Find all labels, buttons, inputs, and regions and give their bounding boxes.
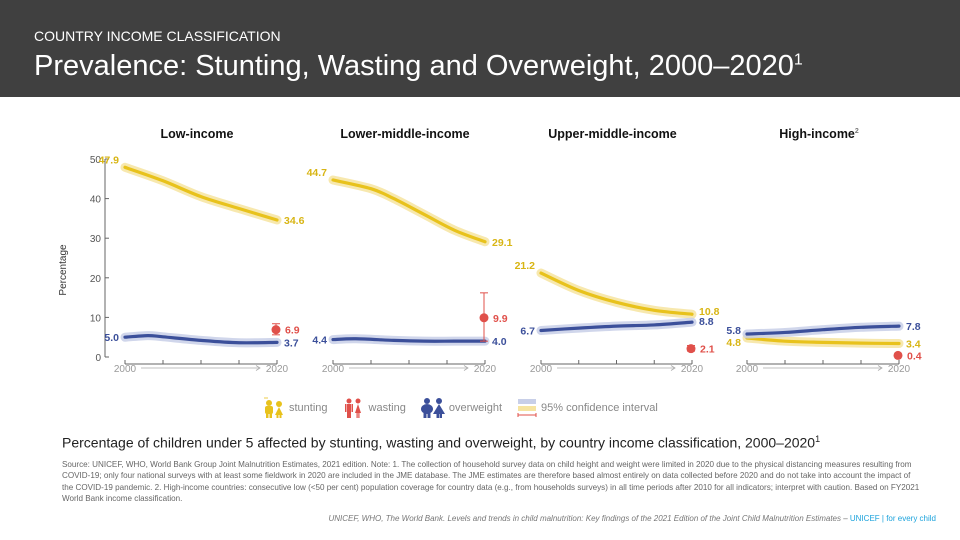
wasting-point (479, 313, 489, 323)
overweight-end-value-label: 8.8 (699, 316, 714, 328)
overweight-start-value-label: 5.8 (726, 325, 741, 337)
wasting-point (686, 344, 696, 354)
page-title-text: Prevalence: Stunting, Wasting and Overwe… (34, 50, 794, 82)
title-footnote-mark: 1 (793, 51, 803, 69)
panel-title-high-income: High-income2 (779, 127, 859, 141)
stunting-line (331, 178, 487, 244)
header-bar: COUNTRY INCOME CLASSIFICATION Prevalence… (0, 0, 960, 97)
wasting-value-label: 9.9 (493, 313, 508, 325)
chart-legend: stunting wasting overweight 95% confiden… (262, 395, 672, 421)
stunting-children-icon (264, 397, 283, 418)
stunting-confidence-band (536, 268, 697, 319)
stunting-start-value-label: 44.7 (307, 167, 328, 179)
panel-title-lower-middle-income: Lower-middle-income (340, 127, 469, 141)
caption-text: Percentage of children under 5 affected … (62, 434, 816, 451)
panel-title-footnote-mark: 2 (855, 128, 859, 135)
legend-label-overweight: overweight (448, 402, 503, 414)
footer-citation: UNICEF, WHO, The World Bank. Levels and … (328, 514, 936, 523)
overweight-end-value-label: 4.0 (492, 336, 507, 348)
x-start-label: 2000 (322, 364, 345, 375)
y-tick-label: 20 (90, 274, 102, 285)
overweight-line (123, 334, 279, 345)
caption-footnote-mark: 1 (815, 434, 821, 444)
overweight-line (539, 320, 694, 333)
stunting-end-value-label: 3.4 (906, 339, 921, 351)
y-tick-label: 30 (90, 234, 102, 245)
x-start-label: 2000 (736, 364, 759, 375)
x-time-arrowhead-icon (670, 365, 676, 371)
page-title: Prevalence: Stunting, Wasting and Overwe… (34, 50, 803, 83)
legend-label-wasting: wasting (368, 402, 406, 414)
overweight-line (331, 337, 487, 343)
y-axis-label: Percentage (58, 244, 69, 296)
stunting-end-value-label: 34.6 (284, 215, 305, 227)
legend-item-stunting: stunting (262, 397, 328, 419)
x-end-label: 2020 (266, 364, 289, 375)
stunting-line (123, 165, 279, 222)
stunting-end-value-label: 10.8 (699, 306, 720, 318)
confidence-interval-swatch-icon (517, 399, 537, 417)
y-tick-label: 0 (95, 353, 101, 364)
stunting-start-value-label: 4.8 (726, 337, 741, 349)
legend-item-confidence-interval: 95% confidence interval (516, 397, 658, 419)
y-tick-label: 40 (90, 195, 102, 206)
overweight-start-value-label: 6.7 (520, 325, 535, 337)
x-time-arrowhead-icon (463, 365, 469, 371)
x-time-arrowhead-icon (255, 365, 261, 371)
overweight-end-value-label: 7.8 (906, 321, 921, 333)
section-kicker: COUNTRY INCOME CLASSIFICATION (34, 28, 281, 44)
overweight-start-value-label: 4.4 (312, 335, 327, 347)
legend-label-confidence-interval: 95% confidence interval (541, 402, 658, 414)
wasting-value-label: 0.4 (907, 350, 922, 362)
y-tick-label: 10 (90, 313, 102, 324)
legend-label-stunting: stunting (289, 402, 328, 414)
stunting-start-value-label: 47.9 (99, 154, 120, 166)
overweight-children-icon (420, 398, 445, 418)
wasting-value-label: 2.1 (700, 344, 715, 356)
panel-title-low-income: Low-income (161, 127, 234, 141)
x-end-label: 2020 (474, 364, 497, 375)
source-note: Source: UNICEF, WHO, World Bank Group Jo… (62, 460, 920, 503)
legend-item-overweight: overweight (420, 397, 502, 419)
panel-title-upper-middle-income: Upper-middle-income (548, 127, 677, 141)
x-time-arrowhead-icon (877, 365, 883, 371)
stunting-line (745, 336, 901, 346)
prevalence-chart: 0 10 20 30 40 50 Percentage Low-income 2000 2020 4… (58, 127, 922, 375)
wasting-children-icon (344, 398, 361, 418)
overweight-start-value-label: 5.0 (104, 332, 119, 344)
wasting-point (893, 350, 903, 360)
stunting-start-value-label: 21.2 (515, 260, 536, 272)
citation-text: UNICEF, WHO, The World Bank. Levels and … (328, 514, 850, 523)
x-start-label: 2000 (114, 364, 137, 375)
legend-item-wasting: wasting (342, 397, 406, 419)
x-start-label: 2000 (530, 364, 553, 375)
x-end-label: 2020 (888, 364, 911, 375)
stunting-end-value-label: 29.1 (492, 237, 513, 249)
unicef-brand-link[interactable]: UNICEF | for every child (849, 514, 936, 523)
overweight-line (745, 324, 901, 336)
stunting-line (539, 271, 694, 316)
chart-caption: Percentage of children under 5 affected … (62, 434, 820, 451)
x-end-label: 2020 (681, 364, 704, 375)
wasting-point (271, 325, 281, 335)
overweight-end-value-label: 3.7 (284, 337, 299, 349)
y-tick-label: 50 (90, 155, 102, 166)
wasting-value-label: 6.9 (285, 325, 300, 337)
